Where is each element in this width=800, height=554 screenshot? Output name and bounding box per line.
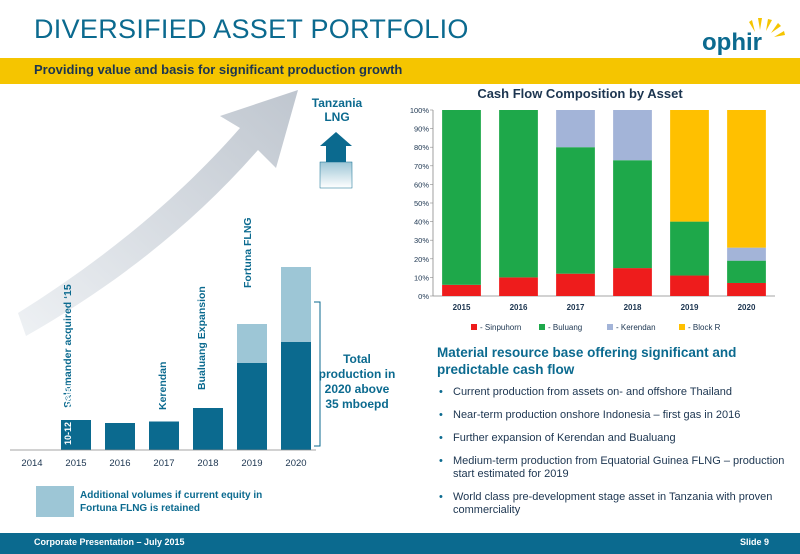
legend-label: - Buluang <box>548 323 582 332</box>
y-tick-label: 50% <box>414 199 429 208</box>
x-tick-label: 2015 <box>453 303 471 312</box>
title-bar <box>0 0 800 56</box>
section-heading: Material resource base offering signific… <box>437 345 737 377</box>
footer-bar <box>0 533 800 554</box>
x-tick-label: 2016 <box>510 303 528 312</box>
bar-buluang-2017 <box>556 147 595 274</box>
bar-buluang-2019 <box>670 221 709 276</box>
production-bar-2015 <box>61 420 91 450</box>
bar-sinpuhorn-2018 <box>613 268 652 296</box>
bullet-item: Current production from assets on- and o… <box>437 386 787 399</box>
bar-buluang-2016 <box>499 110 538 278</box>
bar-sinpuhorn-2016 <box>499 277 538 296</box>
y-tick-label: 80% <box>414 143 429 152</box>
production-bars <box>61 267 311 450</box>
y-tick-label: 100% <box>410 106 430 115</box>
legend-swatch <box>471 324 477 330</box>
production-bar-2020 <box>281 342 311 450</box>
chart-title: Cash Flow Composition by Asset <box>477 86 683 101</box>
tanzania-label: Tanzania LNG <box>311 96 363 124</box>
growth-arrow <box>18 90 298 336</box>
production-bar-2019 <box>237 363 267 450</box>
y-tick-label: 60% <box>414 180 429 189</box>
bullet-list: Current production from assets on- and o… <box>437 386 787 527</box>
legend-label: - Kerendan <box>616 323 656 332</box>
bar-sinpuhorn-2020 <box>727 282 766 296</box>
legend-swatch <box>539 324 545 330</box>
production-chart: 2014 2015 2016 2017 2018 2019 2020 Salamander … <box>10 90 353 469</box>
y-tick-label: 30% <box>414 236 429 245</box>
logo-text: ophir <box>702 29 762 56</box>
additional-volume-legend: Additional volumes if current equity in … <box>80 490 263 514</box>
year-label: 2014 <box>21 458 42 469</box>
production-bar-2017 <box>149 421 179 450</box>
footer-text: Corporate Presentation – July 2015 <box>34 537 185 547</box>
bar-kerendan-2020 <box>727 247 766 261</box>
y-tick-label: 70% <box>414 162 429 171</box>
y-tick-label: 20% <box>414 255 429 264</box>
bar-block-r-2019 <box>670 110 709 222</box>
bar-block-r-2020 <box>727 110 766 248</box>
x-tick-label: 2017 <box>567 303 585 312</box>
annotation-fortuna: Fortuna FLNG <box>242 217 254 288</box>
bar-sinpuhorn-2017 <box>556 273 595 296</box>
year-label: 2019 <box>241 458 262 469</box>
year-label: 2018 <box>197 458 218 469</box>
legend-label: - Block R <box>688 323 721 332</box>
subtitle-bar <box>0 58 800 84</box>
year-labels: 2014 2015 2016 2017 2018 2019 2020 <box>21 458 306 469</box>
annotation-mboepd: 10-12 mboepd <box>63 384 73 445</box>
bar-sinpuhorn-2015 <box>442 284 481 296</box>
x-tick-label: 2019 <box>681 303 699 312</box>
cash-flow-chart: 0% 10% 20% 30% 40% 50% 60% 70% 80% 90% 100% 2015 201… <box>410 106 775 332</box>
bar-buluang-2015 <box>442 110 481 285</box>
additional-volume-swatch <box>36 486 74 517</box>
tanzania-icon <box>319 132 353 189</box>
bullet-item: Further expansion of Kerendan and Bualua… <box>437 432 787 445</box>
additional-volume-bar-2020 <box>281 267 311 342</box>
additional-volume-bar-2019 <box>237 324 267 363</box>
bar-buluang-2018 <box>613 160 652 269</box>
annotation-bualuang: Bualuang Expansion <box>196 286 208 390</box>
subtitle: Providing value and basis for significan… <box>34 62 403 77</box>
page-title: DIVERSIFIED ASSET PORTFOLIO <box>34 14 469 44</box>
sun-rays-icon <box>749 18 785 37</box>
slide-number: Slide 9 <box>740 537 770 547</box>
legend-swatch <box>679 324 685 330</box>
total-production-note: Total production in 2020 above 35 mboepd <box>318 352 396 411</box>
y-tick-label: 90% <box>414 125 429 134</box>
year-label: 2020 <box>285 458 306 469</box>
production-bar-2016 <box>105 423 135 450</box>
year-label: 2016 <box>109 458 130 469</box>
year-label: 2017 <box>153 458 174 469</box>
legend-label: - Sinpuhorn <box>480 323 521 332</box>
bar-kerendan-2017 <box>556 110 595 148</box>
bullet-item: Near-term production onshore Indonesia –… <box>437 409 787 422</box>
legend-swatch <box>607 324 613 330</box>
y-tick-label: 0% <box>418 292 429 301</box>
bracket <box>314 301 321 447</box>
production-bar-2018 <box>193 408 223 450</box>
annotation-kerendan: Kerendan <box>157 362 169 410</box>
x-tick-label: 2018 <box>624 303 642 312</box>
bar-sinpuhorn-2019 <box>670 275 709 296</box>
year-label: 2015 <box>65 458 86 469</box>
bar-kerendan-2018 <box>613 110 652 161</box>
ophir-logo: ophir <box>702 18 785 56</box>
annotation-salamander: Salamander acquired ‘15 <box>62 284 74 408</box>
x-tick-label: 2020 <box>738 303 756 312</box>
bullet-item: World class pre-development stage asset … <box>437 491 787 517</box>
bullet-item: Medium-term production from Equatorial G… <box>437 455 787 481</box>
y-tick-label: 40% <box>414 218 429 227</box>
bar-buluang-2020 <box>727 260 766 283</box>
y-tick-label: 10% <box>414 273 429 282</box>
